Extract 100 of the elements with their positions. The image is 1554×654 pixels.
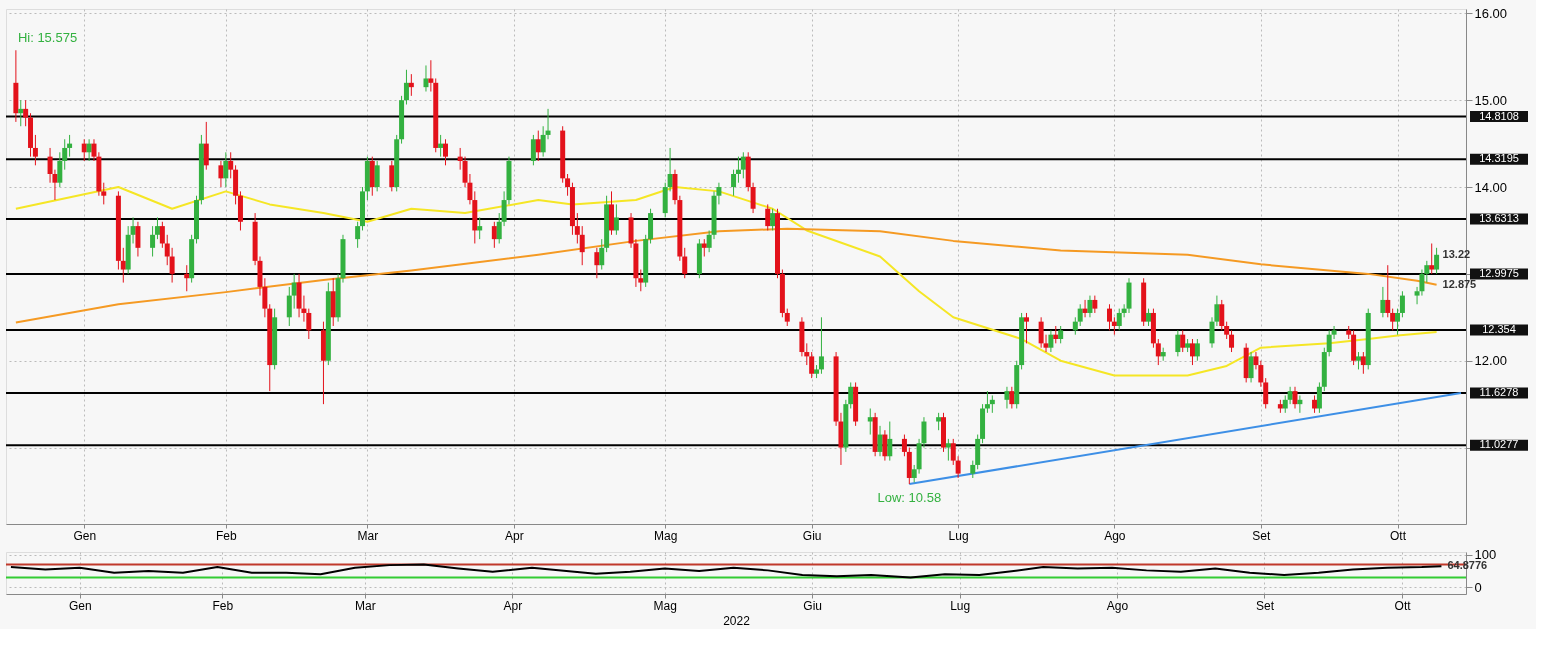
candlestick (403, 69, 409, 106)
candlestick (150, 225, 156, 258)
candlestick (984, 390, 990, 414)
candlestick (57, 151, 63, 188)
x-tick-label: Mar (355, 598, 376, 613)
candlestick (599, 238, 605, 271)
ref-line-label: 14.8108 (1479, 109, 1519, 122)
line-series (9, 563, 1443, 579)
candlestick (1219, 299, 1225, 331)
x-tick-label: Lug (948, 528, 969, 543)
x-tick-label: Giu (803, 598, 823, 613)
ref-line-label: 11.0277 (1479, 438, 1519, 451)
candlestick (809, 351, 815, 379)
x-tick-label: Feb (215, 528, 237, 543)
candlestick (1297, 394, 1303, 414)
y-tick-label: 14.00 (1474, 179, 1508, 195)
annotation: Low: 10.58 (877, 490, 942, 506)
x-tick-label: Ott (1390, 528, 1407, 543)
candlestick (67, 134, 73, 158)
candlestick (579, 225, 585, 266)
candlestick (223, 151, 229, 188)
candlestick (1004, 386, 1010, 409)
candlestick (535, 130, 541, 162)
candlestick (1360, 351, 1366, 375)
candlestick (154, 216, 160, 240)
candlestick (1009, 386, 1015, 409)
x-tick-label: Mag (654, 528, 678, 543)
candlestick (1385, 264, 1391, 318)
candlestick (389, 160, 395, 192)
candlestick (62, 138, 68, 171)
x-tick-label: Gen (68, 598, 92, 613)
x-tick-label: Set (1255, 598, 1275, 613)
candlestick (1180, 329, 1186, 353)
candlestick (477, 216, 483, 240)
candlestick (291, 273, 297, 310)
x-tick-label: Giu (802, 528, 822, 543)
candlestick (848, 381, 854, 409)
ref-line-label: 11.6278 (1479, 386, 1519, 399)
candlestick (1429, 242, 1435, 275)
line-series (14, 227, 1438, 324)
x-tick-label: Ago (1106, 598, 1129, 613)
candlestick (23, 99, 29, 127)
candlestick (1087, 295, 1093, 318)
candlestick (735, 156, 741, 184)
candlestick (530, 134, 536, 166)
candlestick (882, 429, 888, 462)
y-tick-label: 12.00 (1474, 353, 1508, 369)
candlestick (408, 73, 414, 97)
x-tick-label: Gen (73, 528, 97, 543)
candlestick (901, 434, 907, 457)
x-tick-label: Set (1252, 528, 1271, 543)
candlestick (1292, 386, 1298, 409)
candlestick (1077, 303, 1083, 327)
candlestick (1434, 247, 1440, 275)
candlestick (818, 316, 824, 375)
candlestick (887, 421, 893, 462)
ref-line-label: 14.3195 (1479, 152, 1519, 165)
x-tick-label: Apr (505, 528, 524, 543)
ref-line-label: 12.9975 (1479, 267, 1519, 280)
x-tick-label: Lug (950, 598, 971, 613)
candlestick (1194, 338, 1200, 362)
candlestick (1390, 308, 1396, 331)
candlestick (565, 173, 571, 197)
candlestick (184, 264, 190, 292)
candlestick (286, 286, 292, 327)
annotation: Hi: 15.575 (17, 30, 78, 46)
candlestick (169, 247, 175, 284)
candlestick (1175, 329, 1181, 357)
candlestick (159, 221, 165, 249)
y-tick-label: 16.00 (1474, 5, 1508, 21)
x-tick-label: Mar (357, 528, 379, 543)
y-tick-label: 0 (1474, 579, 1482, 595)
candlestick (374, 160, 380, 192)
candlestick (120, 247, 126, 284)
candlestick (228, 151, 234, 179)
candlestick (1155, 338, 1161, 366)
candlestick (1380, 286, 1386, 318)
candlestick (203, 121, 209, 171)
candlestick (594, 247, 600, 279)
candlestick (423, 64, 429, 92)
candlestick (770, 208, 776, 231)
candlestick (1106, 303, 1112, 331)
candlestick (1395, 308, 1401, 336)
candlestick (438, 134, 444, 158)
candlestick (1399, 290, 1405, 318)
x-tick-label: Ott (1394, 598, 1412, 613)
ref-line-label: 13.6313 (1479, 212, 1519, 225)
x-tick-label: Mag (653, 598, 677, 613)
candlestick (1229, 329, 1235, 353)
x-axis-title: 2022 (723, 613, 751, 628)
candlestick (1248, 351, 1254, 383)
candlestick (1326, 329, 1332, 357)
candlestick (491, 221, 497, 249)
candlestick (945, 438, 951, 462)
candlestick (1287, 386, 1293, 405)
candlestick (32, 134, 38, 166)
x-tick-label: Feb (212, 598, 234, 613)
candlestick (1048, 329, 1054, 353)
candlestick (1263, 377, 1269, 409)
candlestick (443, 138, 449, 166)
